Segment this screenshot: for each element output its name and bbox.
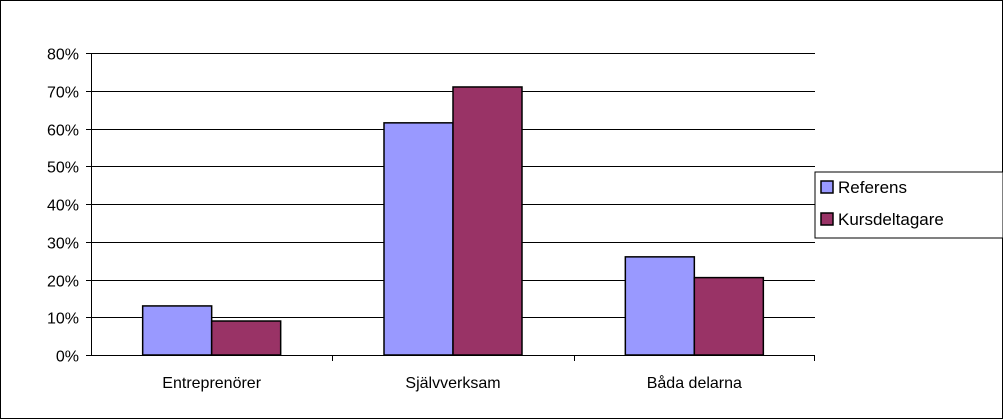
y-tick-label: 0% xyxy=(56,349,79,366)
x-tick-label: Självverksam xyxy=(405,375,500,392)
y-tick-label: 70% xyxy=(47,85,79,102)
y-tick-label: 30% xyxy=(47,236,79,253)
y-tick-label: 40% xyxy=(47,198,79,215)
bar-kursdeltagare-3 xyxy=(693,276,765,356)
legend-label: Referens xyxy=(838,178,907,197)
bar-kursdeltagare-2 xyxy=(452,86,523,356)
y-tick-label: 60% xyxy=(47,123,79,140)
bars xyxy=(141,86,765,356)
axes xyxy=(86,53,815,361)
bar-referens-3 xyxy=(624,256,696,356)
legend-label: Kursdeltagare xyxy=(838,210,944,229)
legend-box xyxy=(814,171,1003,239)
bar-kursdeltagare-1 xyxy=(210,320,282,356)
legend-swatch xyxy=(820,212,834,226)
y-tick-labels: 0% 10% 20% 30% 40% 50% 60% 70% 80% xyxy=(47,47,79,366)
x-tick-labels: Entreprenörer Självverksam Båda delarna xyxy=(162,374,742,392)
x-tick-label: Båda delarna xyxy=(647,374,742,392)
legend: Referens Kursdeltagare xyxy=(814,171,1003,239)
y-tick-label: 20% xyxy=(47,274,79,291)
y-tick-label: 10% xyxy=(47,311,79,328)
y-tick-label: 50% xyxy=(47,160,79,177)
bar-referens-1 xyxy=(141,305,213,356)
x-tick-label: Entreprenörer xyxy=(162,375,261,392)
legend-swatch xyxy=(820,180,834,194)
bar-referens-2 xyxy=(383,122,454,356)
y-tick-label: 80% xyxy=(47,47,79,64)
